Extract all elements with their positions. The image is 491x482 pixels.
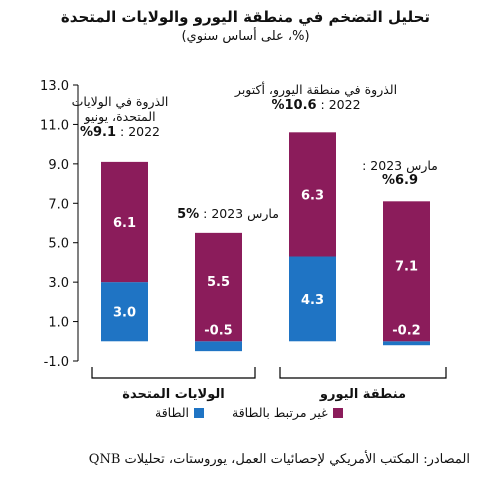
bar-energy [383, 341, 430, 346]
legend-label-energy: الطاقة [155, 405, 190, 420]
legend-swatch-non-energy [332, 407, 343, 418]
annotation-ez-peak-line1: الذروة في منطقة اليورو، أكتوبر [234, 82, 398, 97]
group-label: الولايات المتحدة [122, 387, 224, 402]
y-tick-label: -1.0 [44, 355, 69, 370]
legend-item-non-energy: غير مرتبط بالطاقة [232, 405, 343, 420]
bar-energy [195, 341, 242, 352]
chart-subtitle: (%، على أساس سنوي) [181, 29, 310, 44]
annotation-us-peak-line3-wrap: 2022 : %9.1 [64, 124, 176, 140]
annotation-ez-mar-line1: مارس 2023 : [362, 158, 438, 173]
y-tick-label: 7.0 [48, 197, 69, 212]
data-label-non-energy: 6.1 [113, 216, 136, 231]
group-bracket [279, 367, 447, 379]
legend-item-energy: الطاقة [155, 405, 205, 420]
bar-non-energy [101, 161, 148, 283]
annotation-us-peak: الذروة في الولايات المتحدة، يونيو 2022 :… [64, 94, 176, 140]
bar-energy [289, 256, 336, 342]
group-bracket [91, 367, 256, 379]
annotation-ez-peak-line2-wrap: 2022 : %10.6 [226, 97, 406, 113]
y-tick-label: 13.0 [40, 79, 69, 94]
annotation-us-mar-value: %5 [177, 207, 200, 222]
annotation-ez-peak-line2: 2022 : [320, 97, 361, 112]
data-label-energy: 4.3 [301, 293, 324, 308]
annotation-us-peak-line1: الذروة في الولايات [71, 94, 169, 109]
y-tick-label: 5.0 [48, 237, 69, 252]
data-label-non-energy: 5.5 [207, 275, 230, 290]
annotation-us-peak-line2: المتحدة، يونيو [84, 109, 156, 124]
legend-label-non-energy: غير مرتبط بالطاقة [232, 405, 328, 420]
group-label: منطقة اليورو [319, 387, 406, 402]
data-label-energy: -0.5 [204, 323, 232, 338]
data-label-non-energy: 7.1 [395, 259, 418, 274]
y-tick-label: 3.0 [48, 276, 69, 291]
bar-energy [101, 282, 148, 342]
source-note: المصادر: المكتب الأمريكي لإحصائيات العمل… [88, 452, 470, 467]
data-label-non-energy: 6.3 [301, 188, 324, 203]
annotation-us-mar: مارس 2023 : %5 [168, 206, 288, 222]
legend-swatch-energy [194, 407, 205, 418]
bar-non-energy [195, 232, 242, 342]
annotation-us-peak-line3: 2022 : [120, 124, 161, 139]
y-tick-label: 9.0 [48, 158, 69, 173]
y-tick-label: 1.0 [48, 316, 69, 331]
annotation-ez-peak: الذروة في منطقة اليورو، أكتوبر 2022 : %1… [226, 82, 406, 113]
annotation-us-peak-value: %9.1 [79, 125, 117, 140]
data-label-energy: 3.0 [113, 306, 136, 321]
annotation-ez-peak-value: %10.6 [271, 98, 317, 113]
annotation-us-mar-line1: مارس 2023 : [203, 206, 279, 221]
bar-non-energy [289, 132, 336, 257]
bar-non-energy [383, 201, 430, 342]
annotation-ez-mar-value: %6.9 [381, 173, 419, 188]
chart-title: تحليل التضخم في منطقة اليورو والولايات ا… [60, 8, 431, 26]
annotation-ez-mar: مارس 2023 : %6.9 [360, 158, 440, 188]
y-tick-label: 11.0 [40, 118, 69, 133]
data-label-energy: -0.2 [392, 323, 420, 338]
